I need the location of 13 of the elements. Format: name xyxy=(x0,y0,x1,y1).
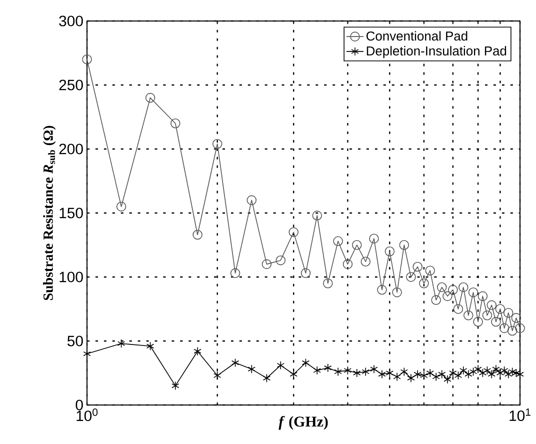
x-tick-label: 10$^{0}$ xyxy=(76,408,98,422)
y-tick-label: 250 xyxy=(59,80,83,90)
x-axis-title: f (GHz) xyxy=(278,416,328,430)
y-tick-label: 300 xyxy=(59,16,83,26)
legend-label: Depletion-Insulation Pad xyxy=(366,46,506,58)
y-axis-title: Substrate Resistance R$_{sub}$ (Ω) xyxy=(43,126,56,300)
y-tick-label: 150 xyxy=(60,208,83,218)
x-tick-label: 10$^{1}$ xyxy=(510,408,530,422)
y-tick-label: 0 xyxy=(76,400,83,410)
y-tick-label: 50 xyxy=(67,336,83,346)
y-tick-label: 100 xyxy=(60,272,83,282)
y-tick-label: 200 xyxy=(59,144,83,154)
legend-label: Conventional Pad xyxy=(366,31,468,41)
